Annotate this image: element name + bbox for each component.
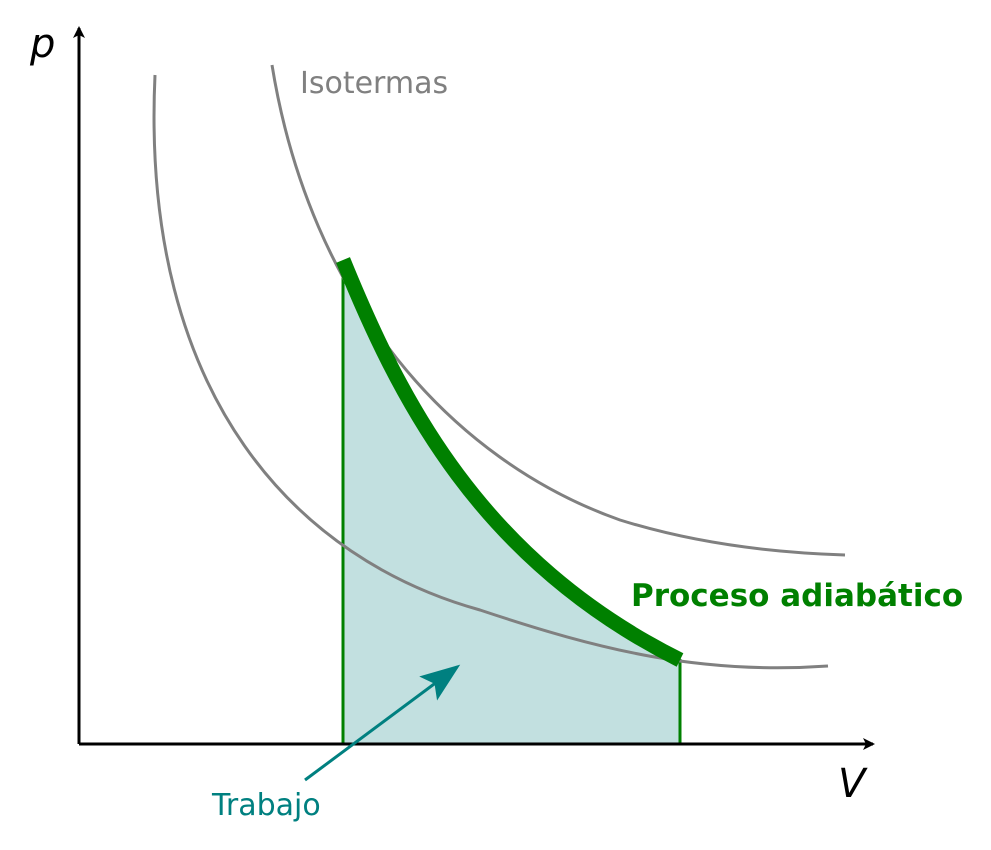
work-label: Trabajo (211, 788, 321, 823)
work-area (341, 262, 682, 746)
work-arrow (304, 664, 461, 782)
isotherm-curve-inner (152, 74, 829, 670)
adiabatic-process-curve (336, 257, 684, 667)
process-label: Proceso adiabático (631, 578, 963, 614)
isotherm-curve-outer (270, 64, 846, 557)
isotherms-label: Isotermas (300, 66, 448, 101)
x-axis-label: V (838, 761, 868, 807)
y-axis-label: p (29, 21, 55, 67)
